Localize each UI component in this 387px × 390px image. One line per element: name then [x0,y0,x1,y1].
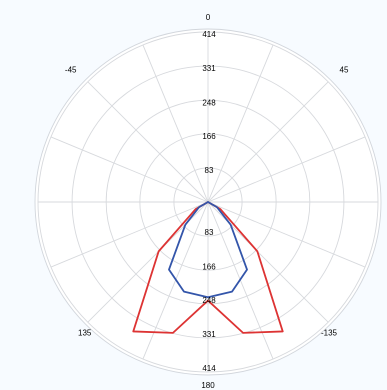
radial-tick-label-upper-4: 414 [202,30,216,39]
radial-gridline [71,65,345,339]
radial-tick-label-upper-2: 248 [202,98,216,107]
angular-tick-label-5: -45 [65,66,77,75]
radial-tick-label-upper-0: 83 [205,166,214,175]
radial-tick-label-lower-0: 83 [205,228,214,237]
radial-tick-label-lower-4: 414 [202,364,216,373]
angular-gridline [207,81,329,203]
angular-gridline [50,201,209,268]
radial-tick-label-lower-3: 331 [202,330,216,339]
angular-tick-label-4: 0 [206,13,211,22]
series-line-2 [168,201,248,299]
angular-tick-label-1: 135 [78,329,92,338]
angular-gridline [87,81,209,203]
angular-tick-label-3: 45 [340,66,349,75]
radial-tick-label-lower-1: 166 [202,262,216,271]
radial-gridline [139,133,277,271]
angular-gridline [207,44,274,203]
radial-tick-label-upper-1: 166 [202,132,216,141]
radial-gridline [173,167,243,237]
series-lines [132,201,284,334]
series-line-1 [132,201,284,334]
angular-gridline [207,136,366,203]
angular-tick-label-0: 180 [201,381,215,390]
radial-gridline [37,31,379,373]
angular-gridline [50,136,209,203]
angular-gridline [142,44,209,203]
radial-tick-label-lower-2: 248 [202,296,216,305]
angular-gridline [207,201,366,268]
radial-tick-label-upper-3: 331 [202,64,216,73]
radial-gridline [105,99,311,305]
angular-tick-label-6: -135 [321,329,338,338]
tick-labels: 838316616624824833133141441418013590450-… [65,13,349,390]
